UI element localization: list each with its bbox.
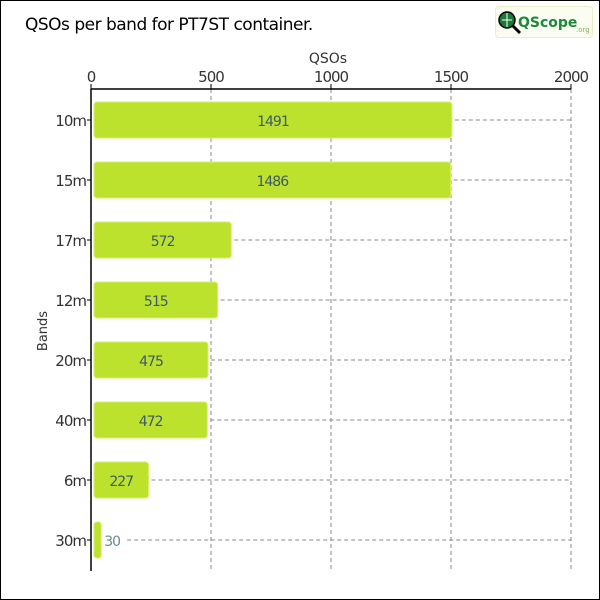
chart-title: QSOs per band for PT7ST container. bbox=[25, 15, 313, 35]
data-label: 227 bbox=[109, 474, 133, 490]
data-label: 475 bbox=[139, 354, 163, 370]
logo-suffix: .org bbox=[576, 26, 590, 34]
data-label: 572 bbox=[151, 234, 175, 250]
y-tick-label: 6m bbox=[64, 472, 87, 490]
x-tick-label: 1000 bbox=[314, 68, 349, 86]
data-label: 515 bbox=[144, 294, 168, 310]
data-label: 472 bbox=[139, 414, 163, 430]
bar-10m bbox=[93, 101, 453, 139]
x-tick-label: 0 bbox=[87, 68, 96, 86]
logo-text: QScope bbox=[518, 15, 577, 31]
y-tick-label: 40m bbox=[55, 412, 86, 430]
qscope-logo[interactable]: QScope .org bbox=[495, 6, 593, 38]
x-tick-label: 1500 bbox=[434, 68, 469, 86]
bar-12m bbox=[93, 281, 219, 319]
bar-40m bbox=[93, 401, 208, 439]
y-tick-label: 10m bbox=[55, 112, 86, 130]
x-axis-label: QSOs bbox=[309, 51, 347, 67]
data-label: 1491 bbox=[257, 114, 289, 130]
bar-20m bbox=[93, 341, 209, 379]
bar-6m bbox=[93, 461, 149, 499]
bar-15m bbox=[93, 161, 452, 199]
y-tick-label: 30m bbox=[55, 532, 86, 550]
y-axis-label: Bands bbox=[36, 311, 51, 351]
bar-17m bbox=[93, 221, 232, 259]
x-tick-label: 500 bbox=[198, 68, 224, 86]
data-label: 30 bbox=[104, 534, 120, 550]
y-tick-label: 12m bbox=[55, 292, 86, 310]
y-tick-label: 15m bbox=[55, 172, 86, 190]
logo-graphic: QScope .org bbox=[498, 11, 590, 35]
bar-30m bbox=[93, 521, 102, 559]
data-label: 1486 bbox=[256, 174, 289, 190]
x-tick-label: 2000 bbox=[554, 68, 589, 86]
y-tick-label: 17m bbox=[55, 232, 86, 250]
y-tick-label: 20m bbox=[55, 352, 86, 370]
